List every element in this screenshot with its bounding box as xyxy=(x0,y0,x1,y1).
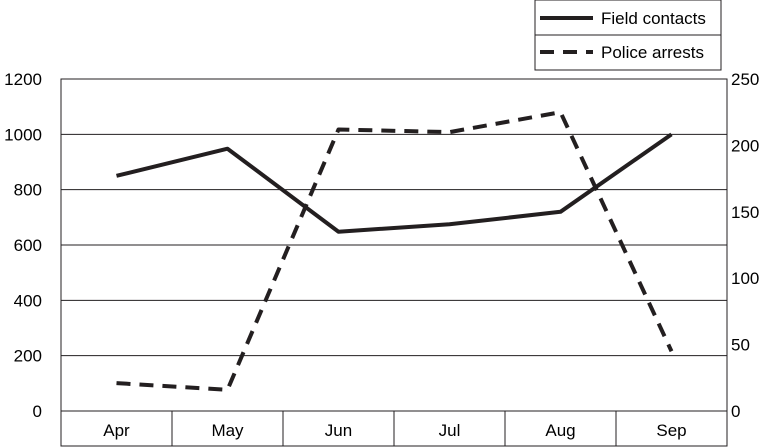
legend-label-field-contacts: Field contacts xyxy=(601,9,706,28)
y-right-tick-label: 0 xyxy=(731,402,740,421)
x-tick-label: Aug xyxy=(545,421,575,440)
y-right-tick-label: 50 xyxy=(731,336,750,355)
x-tick-label: Sep xyxy=(656,421,686,440)
right-y-axis: 0 50 100 150 200 250 xyxy=(731,70,759,421)
y-left-tick-label: 1200 xyxy=(4,70,42,89)
y-right-tick-label: 200 xyxy=(731,136,759,155)
series-line-police-arrests xyxy=(116,110,674,392)
y-left-tick-label: 600 xyxy=(14,236,42,255)
gridlines xyxy=(61,133,727,357)
x-tick-label: Jul xyxy=(439,421,461,440)
series-line-field-contacts xyxy=(116,132,673,234)
x-tick-label: Apr xyxy=(103,421,130,440)
x-tick-label: Jun xyxy=(325,421,352,440)
y-right-tick-label: 100 xyxy=(731,269,759,288)
y-left-tick-label: 800 xyxy=(14,181,42,200)
y-left-tick-label: 400 xyxy=(14,291,42,310)
x-tick-label: May xyxy=(211,421,244,440)
series-layer xyxy=(116,110,674,392)
y-right-tick-label: 150 xyxy=(731,203,759,222)
legend: Field contacts Police arrests xyxy=(534,0,722,71)
y-left-tick-label: 1000 xyxy=(4,125,42,144)
y-right-tick-label: 250 xyxy=(731,70,759,89)
legend-label-police-arrests: Police arrests xyxy=(601,43,704,62)
y-left-tick-label: 200 xyxy=(14,347,42,366)
x-axis: Apr May Jun Jul Aug Sep xyxy=(61,410,727,446)
left-y-axis: 0 200 400 600 800 1000 1200 xyxy=(4,70,42,421)
y-left-tick-label: 0 xyxy=(33,402,42,421)
